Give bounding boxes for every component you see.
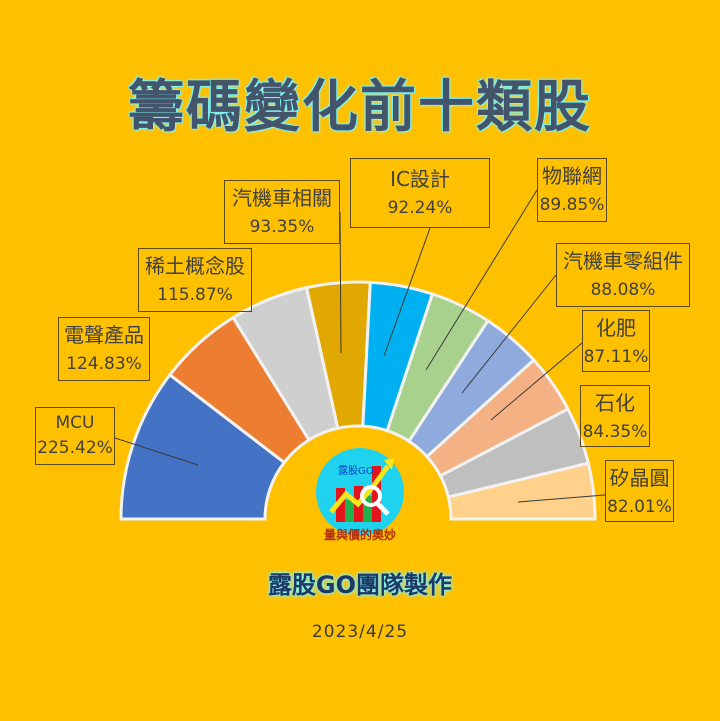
date-text: 2023/4/25 [311,622,409,642]
label-iot: 物聯網 89.85% [537,158,607,222]
slice-9 [446,461,597,521]
leader-line [517,494,606,503]
label-auto-related: 汽機車相關 93.35% [224,180,340,244]
label-fertilizer: 化肥 87.11% [582,310,650,372]
slice-0 [119,372,287,521]
leader-line [425,189,538,371]
leader-line [461,274,557,394]
leader-line [339,211,342,354]
label-audio-products: 電聲產品 124.83% [58,317,150,381]
logo-icon [316,448,404,536]
label-silicon-wafer: 矽晶圓 82.01% [605,460,674,522]
label-mcu: MCU 225.42% [35,407,115,465]
label-petrochemical: 石化 84.35% [580,385,650,447]
logo-tagline: 量與價的奧妙 [323,528,396,542]
leader-lines [114,189,606,503]
label-rare-earth: 稀土概念股 115.87% [138,248,252,312]
credit-text: 露股GO團隊製作 [267,571,453,599]
chart-slices [119,280,597,521]
label-ic-design: IC設計 92.24% [350,158,490,228]
label-auto-parts: 汽機車零組件 88.08% [556,243,690,307]
leader-line [490,342,583,421]
leader-line [114,437,199,466]
page-title: 籌碼變化前十類股 [128,75,592,140]
logo-brand: 露股GO [338,466,374,477]
leader-line [383,227,431,357]
